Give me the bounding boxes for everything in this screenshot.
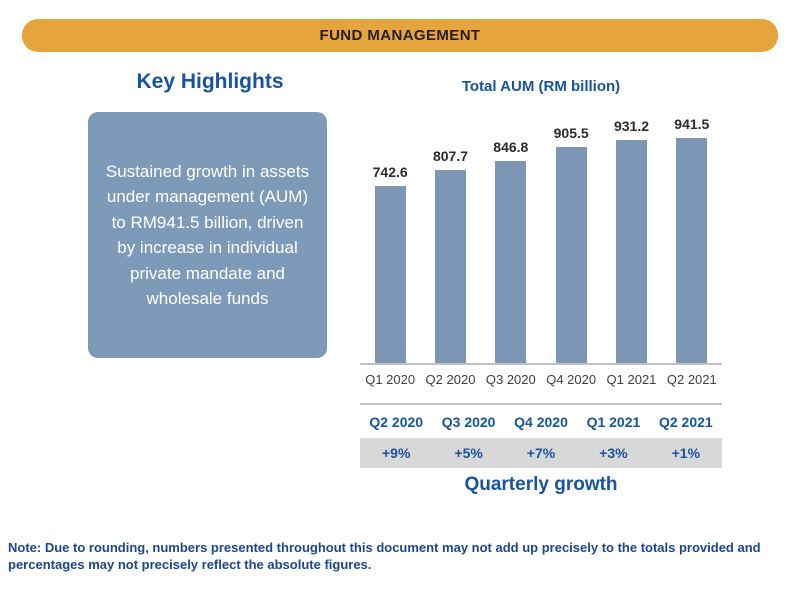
growth-value-cell: +1%: [671, 445, 701, 461]
growth-value-cell: +3%: [599, 445, 628, 461]
bar-value-label-q4-2020: 905.5: [553, 125, 589, 141]
footnote: Note: Due to rounding, numbers presented…: [8, 540, 761, 573]
x-tick-label: Q1 2020: [365, 372, 416, 387]
bar-q4-2020: [555, 147, 587, 363]
growth-table-header-row: Q2 2020 Q3 2020 Q4 2020 Q1 2021 Q2 2021: [360, 405, 722, 438]
growth-column-header: Q3 2020: [441, 414, 496, 430]
growth-column-header: Q4 2020: [514, 414, 568, 430]
chart-title: Total AUM (RM billion): [461, 78, 621, 95]
growth-value-cell: +5%: [454, 445, 483, 461]
bar-value-label-q3-2020: 846.8: [493, 139, 529, 155]
chart-x-axis-labels: Q1 2020 Q2 2020 Q3 2020 Q4 2020 Q1 2021 Q2 20…: [360, 372, 722, 387]
bar-q1-2021: [616, 140, 647, 363]
growth-table-title: Quarterly growth: [464, 474, 618, 495]
growth-column-header: Q2 2020: [369, 414, 424, 430]
key-highlights-heading: Key Highlights: [136, 70, 284, 93]
x-tick-label: Q3 2020: [485, 372, 536, 387]
x-tick-label: Q2 2021: [666, 372, 717, 387]
growth-table-value-row: +9% +5% +7% +3% +1%: [360, 438, 722, 468]
header-banner: FUND MANAGEMENT: [22, 19, 778, 52]
growth-value-cell: +9%: [381, 445, 411, 461]
key-highlights-text: Sustained growth in assets under managem…: [105, 161, 310, 309]
bar-value-label-q2-2020: 807.7: [432, 148, 469, 164]
quarterly-growth-table: Q2 2020 Q3 2020 Q4 2020 Q1 2021 Q2 2021 +9% +…: [360, 403, 722, 468]
bar-q3-2020: [495, 161, 527, 363]
bar-value-label-q1-2020: 742.6: [372, 164, 408, 180]
aum-bar-chart: 742.6 807.7 846.8 905.5 931.2 941.5: [360, 108, 722, 365]
growth-value-cell: +7%: [526, 445, 556, 461]
bar-q2-2020: [435, 170, 466, 363]
x-tick-label: Q4 2020: [546, 372, 597, 387]
growth-column-header: Q2 2021: [658, 414, 713, 430]
x-tick-label: Q1 2021: [606, 372, 657, 387]
key-highlights-box: Sustained growth in assets under managem…: [88, 112, 327, 358]
x-tick-label: Q2 2020: [425, 372, 476, 387]
bar-q1-2020: [374, 186, 406, 363]
page-title: FUND MANAGEMENT: [319, 27, 481, 44]
growth-column-header: Q1 2021: [586, 414, 641, 430]
bar-q2-2021: [676, 138, 708, 363]
bar-value-label-q2-2021: 941.5: [674, 116, 710, 132]
bar-value-label-q1-2021: 931.2: [613, 118, 650, 134]
